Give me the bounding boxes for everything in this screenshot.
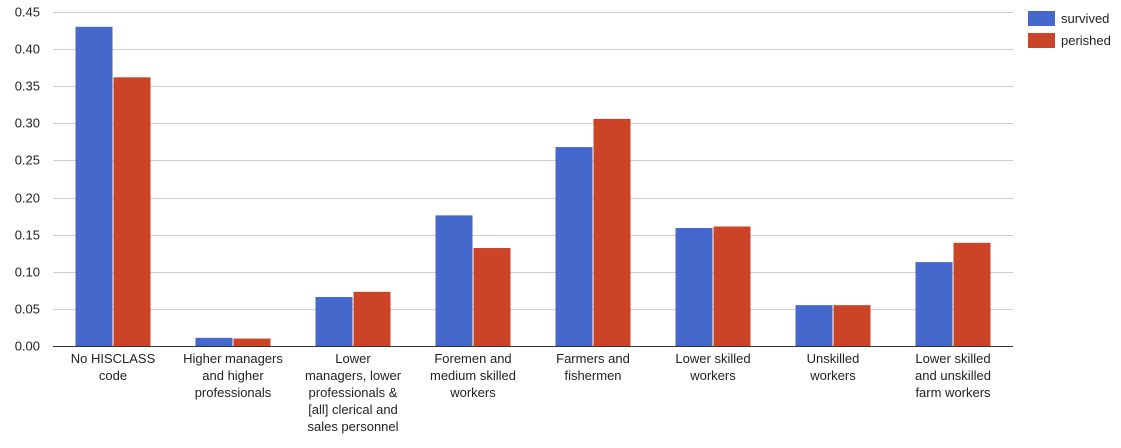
legend-label: perished bbox=[1061, 33, 1111, 48]
y-tick-label: 0.40 bbox=[15, 42, 40, 57]
category-label-line: Farmers and bbox=[556, 351, 630, 366]
y-tick-label: 0.30 bbox=[15, 116, 40, 131]
category-label-line: Lower skilled bbox=[675, 351, 750, 366]
category-label-line: workers bbox=[449, 385, 496, 400]
category-label-line: managers, lower bbox=[305, 368, 402, 383]
category-label: Lower managers, lower professionals & [all]… bbox=[305, 351, 402, 434]
bar-perished bbox=[353, 291, 391, 346]
y-tick-label: 0.10 bbox=[15, 265, 40, 280]
bar-survived bbox=[555, 147, 593, 346]
category-label: Foremen and medium skilled workers bbox=[430, 351, 516, 400]
category-label-line: farm workers bbox=[915, 385, 991, 400]
bar-perished bbox=[593, 118, 631, 346]
category-label: Unskilled workers bbox=[807, 351, 860, 383]
category-label-line: workers bbox=[809, 368, 856, 383]
bar-survived bbox=[915, 262, 953, 346]
category-label: Lower skilled workers bbox=[675, 351, 750, 383]
bar-survived bbox=[315, 297, 353, 346]
bar-perished bbox=[953, 242, 991, 346]
bar-survived bbox=[435, 215, 473, 346]
y-tick-labels: 0.00 0.05 0.10 0.15 0.20 0.25 0.30 0.35 0.40 0.45 bbox=[15, 5, 40, 354]
bar-survived bbox=[675, 227, 713, 346]
category-label-line: and unskilled bbox=[915, 368, 991, 383]
category-label: Lower skilled and unskilled farm workers bbox=[915, 351, 991, 400]
bar-survived bbox=[795, 305, 833, 346]
category-label-line: [all] clerical and bbox=[308, 402, 398, 417]
category-label-line: code bbox=[99, 368, 127, 383]
category-label-line: Unskilled bbox=[807, 351, 860, 366]
y-tick-label: 0.00 bbox=[15, 339, 40, 354]
bar-perished bbox=[473, 248, 511, 346]
y-tick-label: 0.45 bbox=[15, 5, 40, 20]
category-label-line: workers bbox=[689, 368, 736, 383]
category-label: No HISCLASS code bbox=[71, 351, 156, 383]
category-label-line: Lower skilled bbox=[915, 351, 990, 366]
category-labels: No HISCLASS code Higher managers and higher… bbox=[71, 351, 991, 434]
bar-perished bbox=[713, 226, 751, 346]
legend-item-survived: survived bbox=[1028, 11, 1109, 26]
grid-layer bbox=[53, 12, 1013, 310]
legend-swatch bbox=[1028, 33, 1055, 48]
legend-item-perished: perished bbox=[1028, 33, 1111, 48]
legend: survived perished bbox=[1028, 11, 1111, 48]
category-label-line: fishermen bbox=[564, 368, 621, 383]
bar-perished bbox=[833, 305, 871, 346]
bar-survived bbox=[75, 26, 113, 347]
y-tick-label: 0.15 bbox=[15, 228, 40, 243]
bar-perished bbox=[233, 338, 271, 346]
y-tick-label: 0.20 bbox=[15, 191, 40, 206]
category-label: Higher managers and higher professionals bbox=[183, 351, 283, 400]
category-label: Farmers and fishermen bbox=[556, 351, 630, 383]
category-label-line: sales personnel bbox=[307, 419, 398, 434]
category-label-line: medium skilled bbox=[430, 368, 516, 383]
legend-swatch bbox=[1028, 11, 1055, 26]
bar-survived bbox=[195, 337, 233, 346]
category-label-line: No HISCLASS bbox=[71, 351, 156, 366]
y-tick-label: 0.35 bbox=[15, 79, 40, 94]
legend-label: survived bbox=[1061, 11, 1109, 26]
category-label-line: Foremen and bbox=[434, 351, 511, 366]
category-label-line: Higher managers bbox=[183, 351, 283, 366]
y-tick-label: 0.25 bbox=[15, 153, 40, 168]
category-label-line: and higher bbox=[202, 368, 264, 383]
bars-layer bbox=[75, 26, 991, 347]
category-label-line: professionals & bbox=[309, 385, 398, 400]
y-tick-label: 0.05 bbox=[15, 302, 40, 317]
category-label-line: Lower bbox=[335, 351, 371, 366]
category-label-line: professionals bbox=[195, 385, 272, 400]
bar-perished bbox=[113, 77, 151, 346]
